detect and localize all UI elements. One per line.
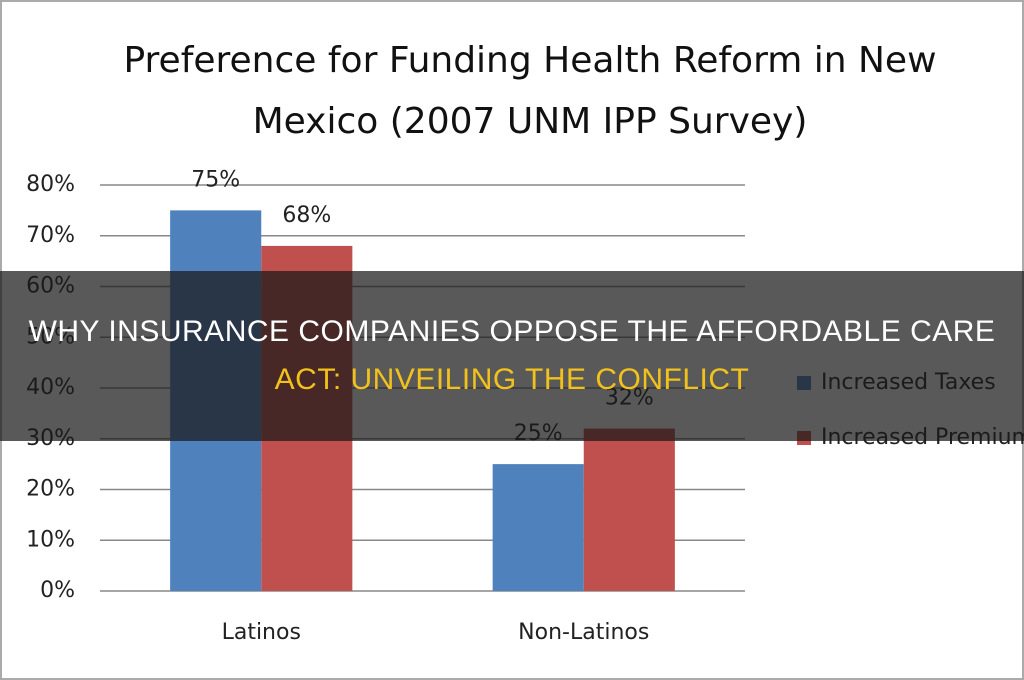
bar [583,428,675,591]
overlay-line: ACT: UNVEILING THE CONFLICT [274,363,750,396]
y-tick-label: 0% [40,578,75,603]
overlay-line: WHY INSURANCE COMPANIES OPPOSE THE AFFOR… [28,315,996,348]
data-label: 68% [282,203,331,228]
overlay-band: WHY INSURANCE COMPANIES OPPOSE THE AFFOR… [0,271,1024,441]
x-tick-label: Non-Latinos [518,620,649,645]
y-tick-label: 10% [26,527,75,552]
y-tick-label: 70% [26,223,75,248]
data-label: 75% [191,167,240,192]
bar [492,464,584,591]
y-tick-label: 20% [26,477,75,502]
chart-title: Preference for Funding Health Reform in … [123,40,937,142]
y-tick-label: 80% [26,172,75,197]
x-tick-label: Latinos [222,620,301,645]
